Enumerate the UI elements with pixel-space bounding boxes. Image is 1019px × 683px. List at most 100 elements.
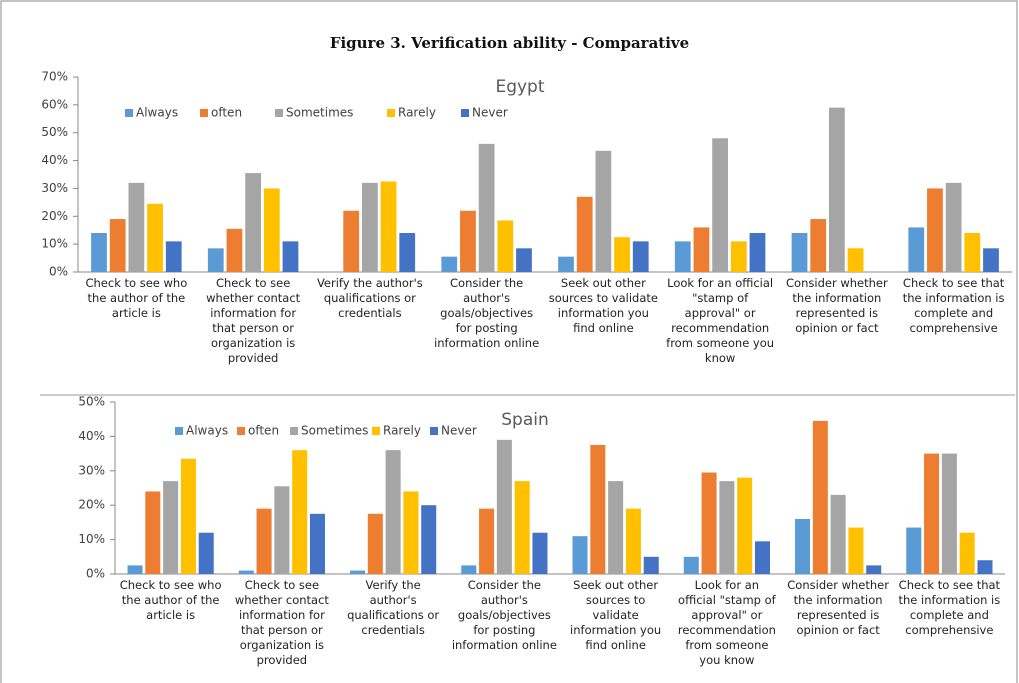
bar bbox=[812, 420, 828, 574]
bar bbox=[590, 445, 606, 574]
bar bbox=[403, 491, 419, 574]
bar bbox=[576, 196, 593, 272]
bar bbox=[848, 527, 864, 574]
legend-swatch bbox=[275, 109, 283, 117]
y-tick-label: 50% bbox=[78, 395, 105, 409]
legend-label: often bbox=[248, 424, 279, 438]
y-tick-label: 40% bbox=[41, 153, 68, 167]
legend-label: Never bbox=[472, 106, 508, 120]
bar bbox=[754, 541, 770, 574]
legend-swatch bbox=[372, 427, 380, 435]
y-tick-label: 0% bbox=[49, 265, 68, 279]
bar bbox=[701, 472, 717, 574]
bar bbox=[924, 453, 940, 574]
legend-label: Always bbox=[136, 106, 178, 120]
bar bbox=[180, 458, 196, 574]
bar bbox=[309, 513, 325, 574]
bar bbox=[908, 227, 925, 272]
x-tick-label: Look for an official "stamp of approval"… bbox=[677, 578, 776, 667]
bar bbox=[145, 491, 161, 574]
legend-label: Always bbox=[186, 424, 228, 438]
bar bbox=[828, 107, 845, 273]
bar bbox=[238, 570, 254, 574]
y-tick-label: 30% bbox=[78, 463, 105, 477]
x-tick-label: Check to see that the information is com… bbox=[902, 276, 1005, 335]
x-tick-label: Check to see who the author of the artic… bbox=[119, 578, 222, 622]
bar bbox=[245, 173, 262, 272]
bar bbox=[460, 210, 476, 272]
bar bbox=[941, 453, 957, 574]
bar bbox=[532, 532, 548, 574]
x-tick-label: Seek out other sources to validate infor… bbox=[570, 578, 662, 652]
bar bbox=[441, 256, 458, 272]
x-tick-label: Check to see who the author of the artic… bbox=[85, 276, 188, 320]
x-tick-label: Consider the author's goals/objectives f… bbox=[451, 578, 557, 652]
x-tick-label: Look for an official "stamp of approval"… bbox=[666, 276, 775, 365]
bar bbox=[572, 536, 588, 574]
legend-label: Rarely bbox=[383, 424, 421, 438]
bar bbox=[945, 182, 962, 272]
y-tick-label: 0% bbox=[86, 567, 105, 581]
bar bbox=[497, 220, 514, 272]
bar bbox=[350, 570, 366, 574]
bar bbox=[343, 210, 360, 272]
bar bbox=[847, 248, 864, 272]
bar bbox=[643, 556, 659, 574]
bar bbox=[399, 233, 416, 272]
bar bbox=[128, 182, 145, 272]
x-tick-label: Check to see whether contact information… bbox=[234, 578, 329, 667]
bar bbox=[558, 256, 574, 272]
bar bbox=[683, 556, 699, 574]
bar bbox=[959, 532, 975, 574]
legend-swatch bbox=[175, 427, 183, 435]
bar bbox=[608, 481, 624, 574]
figure-title: Figure 3. Verification ability - Compara… bbox=[329, 34, 690, 52]
x-tick-label: Consider the author's goals/objectives f… bbox=[434, 276, 540, 350]
bar bbox=[263, 188, 280, 272]
legend-label: Never bbox=[441, 424, 477, 438]
bar bbox=[830, 494, 846, 574]
bar bbox=[625, 508, 641, 574]
bar bbox=[749, 233, 766, 272]
bar bbox=[127, 565, 143, 574]
bar bbox=[516, 248, 532, 272]
bar bbox=[719, 481, 735, 574]
bar bbox=[737, 477, 753, 574]
bar bbox=[226, 228, 243, 272]
x-tick-label: Seek out other sources to validate infor… bbox=[548, 276, 658, 335]
bar bbox=[927, 188, 943, 272]
bar bbox=[461, 565, 477, 574]
bar bbox=[165, 241, 182, 272]
y-tick-label: 10% bbox=[78, 532, 105, 546]
bar bbox=[163, 481, 179, 574]
x-tick-label: Consider whether the information represe… bbox=[787, 578, 889, 637]
bar bbox=[367, 513, 383, 574]
y-tick-label: 70% bbox=[41, 70, 68, 84]
bar bbox=[866, 565, 882, 574]
bar bbox=[983, 248, 999, 272]
bar bbox=[496, 439, 512, 574]
bar bbox=[614, 237, 630, 272]
bar bbox=[964, 233, 981, 272]
x-tick-label: Verify the author's qualifications or cr… bbox=[316, 276, 423, 320]
bar bbox=[147, 203, 163, 272]
legend-swatch bbox=[387, 109, 395, 117]
bar bbox=[256, 508, 272, 574]
bar bbox=[479, 508, 495, 574]
bar bbox=[421, 505, 437, 574]
bar bbox=[632, 241, 649, 272]
legend-swatch bbox=[237, 427, 245, 435]
legend-label: Sometimes bbox=[286, 106, 353, 120]
bar bbox=[906, 527, 922, 574]
legend-label: Sometimes bbox=[301, 424, 368, 438]
bar bbox=[795, 518, 811, 574]
legend-label: Rarely bbox=[398, 106, 436, 120]
legend-swatch bbox=[290, 427, 298, 435]
bar bbox=[730, 241, 747, 272]
legend-swatch bbox=[200, 109, 208, 117]
x-tick-label: Verify the author's qualifications or cr… bbox=[347, 578, 440, 637]
y-tick-label: 60% bbox=[41, 97, 68, 111]
